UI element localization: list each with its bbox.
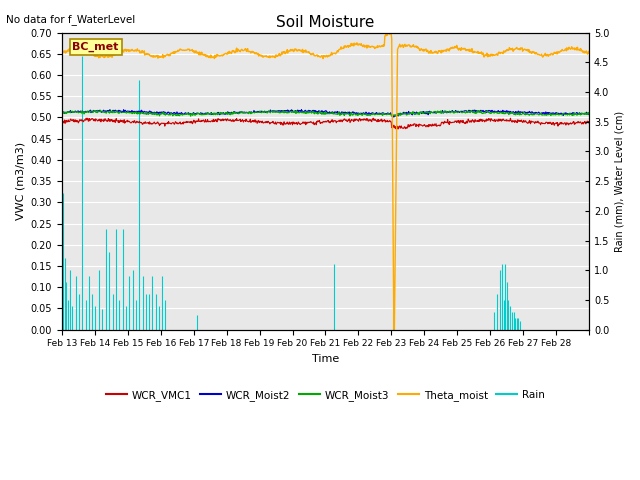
WCR_VMC1 [272, 119, 280, 125]
WCR_Moist2 [480, 108, 488, 114]
WCR_Moist3 [113, 109, 120, 115]
WCR_Moist3 [291, 109, 298, 115]
Line: Theta_moist: Theta_moist [62, 33, 589, 330]
Text: No data for f_WaterLevel: No data for f_WaterLevel [6, 14, 136, 25]
Title: Soil Moisture: Soil Moisture [276, 15, 374, 30]
Line: WCR_Moist3: WCR_Moist3 [62, 110, 589, 117]
Theta_moist [480, 51, 488, 57]
WCR_Moist2 [58, 110, 66, 116]
WCR_VMC1 [58, 120, 66, 125]
X-axis label: Time: Time [312, 354, 339, 364]
WCR_Moist2 [106, 107, 114, 112]
Theta_moist [112, 51, 120, 57]
WCR_Moist2 [113, 108, 120, 114]
WCR_Moist2 [291, 108, 298, 114]
Theta_moist [585, 50, 593, 56]
WCR_Moist3 [58, 111, 66, 117]
WCR_Moist3 [470, 108, 478, 114]
WCR_VMC1 [113, 116, 120, 121]
WCR_Moist3 [480, 110, 488, 116]
WCR_Moist2 [585, 110, 593, 116]
WCR_VMC1 [585, 120, 593, 126]
WCR_VMC1 [421, 122, 429, 128]
WCR_Moist2 [390, 114, 397, 120]
Theta_moist [291, 48, 298, 54]
Y-axis label: VWC (m3/m3): VWC (m3/m3) [15, 142, 25, 220]
WCR_Moist3 [272, 109, 280, 115]
WCR_VMC1 [394, 126, 402, 132]
WCR_Moist3 [97, 108, 104, 113]
Theta_moist [271, 55, 279, 60]
Theta_moist [390, 327, 397, 333]
Y-axis label: Rain (mm), Water Level (cm): Rain (mm), Water Level (cm) [615, 110, 625, 252]
Theta_moist [58, 51, 66, 57]
Line: WCR_VMC1: WCR_VMC1 [62, 118, 589, 129]
Theta_moist [385, 30, 393, 36]
WCR_VMC1 [291, 121, 298, 127]
WCR_VMC1 [470, 120, 478, 125]
WCR_Moist2 [421, 109, 429, 115]
Line: WCR_Moist2: WCR_Moist2 [62, 109, 589, 117]
Text: BC_met: BC_met [72, 41, 119, 52]
WCR_Moist3 [421, 110, 429, 116]
Legend: WCR_VMC1, WCR_Moist2, WCR_Moist3, Theta_moist, Rain: WCR_VMC1, WCR_Moist2, WCR_Moist3, Theta_… [102, 385, 549, 405]
Theta_moist [421, 47, 429, 53]
WCR_VMC1 [83, 115, 90, 121]
WCR_Moist2 [272, 108, 280, 114]
WCR_Moist3 [585, 112, 593, 118]
WCR_Moist2 [470, 110, 478, 116]
Theta_moist [470, 48, 478, 54]
WCR_VMC1 [480, 117, 488, 123]
WCR_Moist3 [392, 114, 400, 120]
